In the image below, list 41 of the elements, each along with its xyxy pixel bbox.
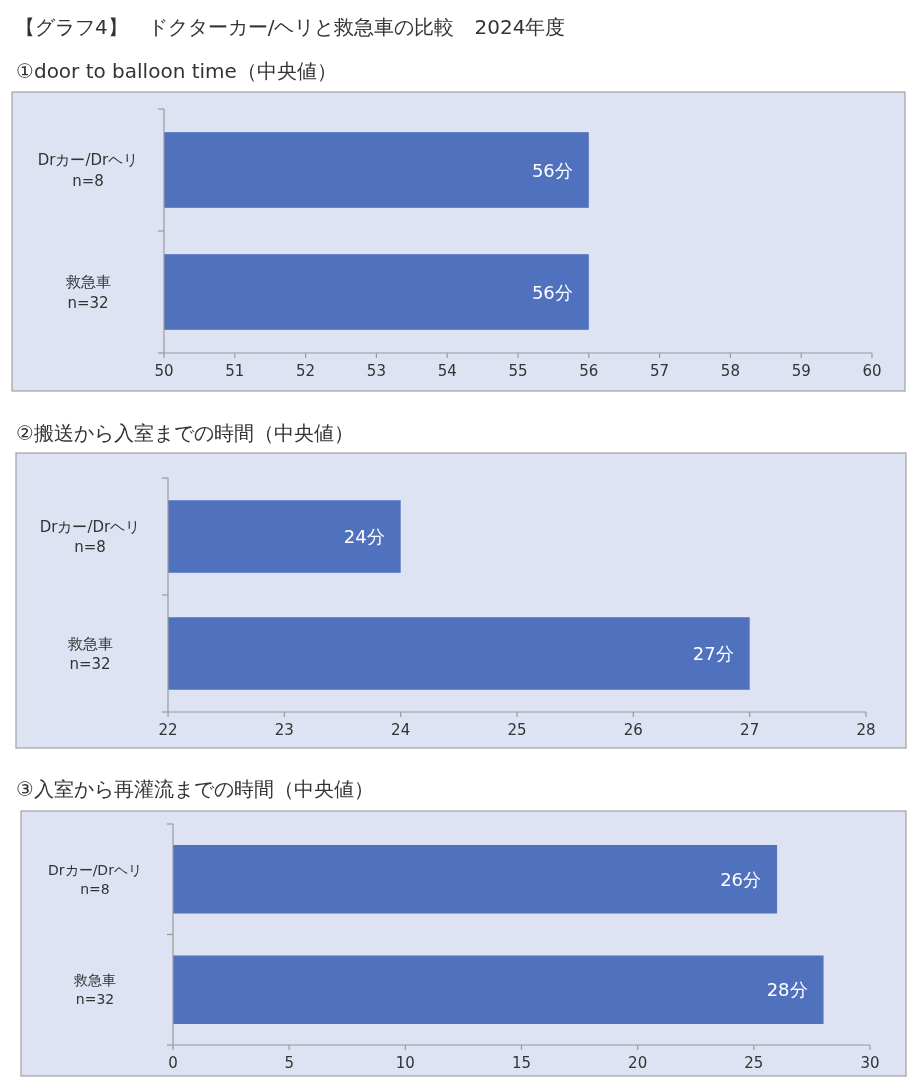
y-tick-label: Drカー/Drヘリ n=8	[48, 861, 142, 897]
x-tick-label: 27	[740, 721, 760, 739]
y-tick-label: 救急車 n=32	[66, 634, 113, 674]
x-tick-label: 60	[862, 362, 882, 380]
y-tick-label: 救急車 n=32	[64, 273, 111, 312]
x-tick-label: 57	[650, 362, 670, 380]
x-tick-label: 10	[395, 1054, 415, 1072]
x-tick-label: 59	[791, 362, 811, 380]
x-tick-label: 0	[168, 1054, 178, 1072]
x-tick-label: 22	[158, 721, 178, 739]
y-tick-label: Drカー/Drヘリ n=8	[39, 517, 141, 557]
x-tick-label: 5	[284, 1054, 294, 1072]
data-label: 26分	[720, 868, 762, 890]
data-label: 28分	[766, 979, 808, 1001]
x-tick-label: 20	[628, 1054, 648, 1072]
x-tick-label: 51	[225, 362, 245, 380]
x-tick-label: 53	[366, 362, 386, 380]
x-tick-label: 15	[511, 1054, 532, 1072]
x-tick-label: 50	[154, 362, 174, 380]
x-tick-label: 28	[856, 721, 876, 739]
data-label: 27分	[692, 643, 734, 664]
chart-title: 【グラフ4】 ドクターカー/ヘリと救急車の比較 2024年度	[15, 15, 566, 39]
data-label: 24分	[343, 526, 385, 547]
chart-subtitle: ①door to balloon time（中央値）	[16, 59, 337, 83]
x-tick-label: 26	[623, 721, 643, 739]
chart-title: ③入室から再灌流までの時間（中央値）	[16, 777, 374, 801]
y-tick-label: Drカー/Drヘリ n=8	[37, 151, 139, 190]
x-tick-label: 52	[296, 362, 316, 380]
data-label: 56分	[531, 159, 573, 181]
x-tick-label: 58	[720, 362, 740, 380]
x-tick-label: 56	[579, 362, 599, 380]
x-tick-label: 25	[744, 1054, 764, 1072]
data-label: 56分	[531, 281, 573, 303]
x-tick-label: 54	[437, 362, 457, 380]
x-tick-label: 23	[274, 721, 294, 739]
x-tick-label: 30	[860, 1054, 880, 1072]
y-tick-label: 救急車 n=32	[73, 972, 116, 1008]
x-tick-label: 24	[391, 721, 411, 739]
x-tick-label: 55	[508, 362, 528, 380]
x-tick-label: 25	[507, 721, 527, 739]
chart-title: ②搬送から入室までの時間（中央値）	[16, 421, 354, 445]
